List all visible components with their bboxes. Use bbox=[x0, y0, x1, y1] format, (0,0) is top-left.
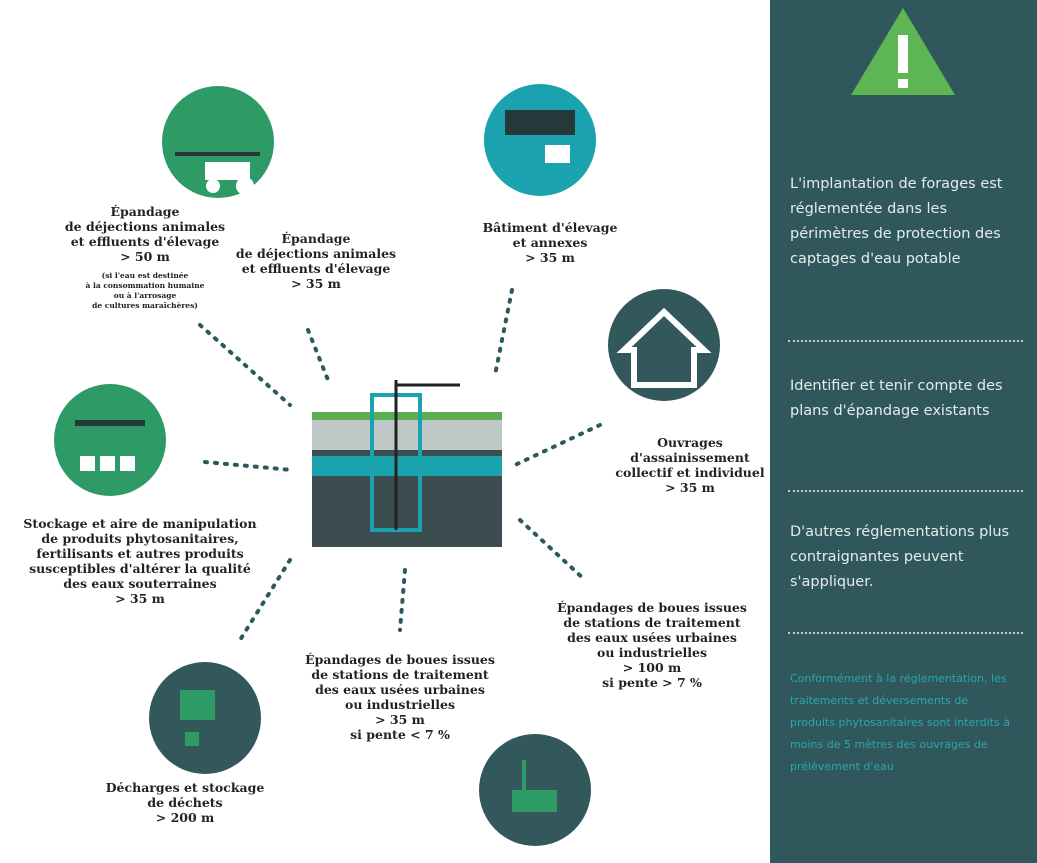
separator bbox=[788, 490, 1023, 492]
node-label: > 35 m bbox=[375, 712, 425, 727]
node-label: > 50 m bbox=[120, 249, 170, 264]
node-label: des eaux usées urbaines bbox=[315, 682, 485, 697]
node-label: Épandage bbox=[111, 204, 180, 219]
panel-note: Conformément à la réglementation, les tr… bbox=[790, 668, 1015, 778]
node-label: > 35 m bbox=[525, 250, 575, 265]
node-label: > 35 m bbox=[291, 276, 341, 291]
separator bbox=[788, 340, 1023, 342]
node-label: > 35 m bbox=[115, 591, 165, 606]
node-label: de déjections animales bbox=[236, 246, 396, 261]
node-label: de stations de traitement bbox=[563, 615, 741, 630]
node-label: si pente < 7 % bbox=[350, 727, 450, 742]
node-note: à la consommation humaine bbox=[86, 281, 205, 290]
node-label: fertilisants et autres produits bbox=[36, 546, 243, 561]
node-label: et effluents d'élevage bbox=[71, 234, 220, 249]
node-label: Stockage et aire de manipulation bbox=[23, 516, 256, 531]
node-label: et annexes bbox=[513, 235, 588, 250]
node-label: Épandages de boues issues bbox=[305, 652, 495, 667]
node-label: > 200 m bbox=[156, 810, 215, 825]
node-label: collectif et individuel bbox=[615, 465, 764, 480]
page: Épandagede déjections animaleset effluen… bbox=[0, 0, 1037, 863]
node-label: ou industrielles bbox=[345, 697, 455, 712]
node-label: Épandages de boues issues bbox=[557, 600, 747, 615]
node-label: Bâtiment d'élevage bbox=[483, 220, 618, 235]
warning-icon bbox=[770, 0, 1037, 110]
side-panel: L'implantation de forages est réglementé… bbox=[770, 0, 1037, 863]
node-label: de déchets bbox=[147, 795, 222, 810]
node-label: Décharges et stockage bbox=[106, 780, 265, 795]
node-label: > 100 m bbox=[623, 660, 682, 675]
node-label: de déjections animales bbox=[65, 219, 225, 234]
node-label: de produits phytosanitaires, bbox=[41, 531, 238, 546]
node-note: (si l'eau est destinée bbox=[102, 271, 189, 280]
node-label: susceptibles d'altérer la qualité bbox=[29, 561, 251, 576]
node-label: Épandage bbox=[282, 231, 351, 246]
node-label: ou industrielles bbox=[597, 645, 707, 660]
panel-note: D'autres réglementations plus contraigna… bbox=[790, 520, 1015, 595]
panel-note: Identifier et tenir compte des plans d'é… bbox=[790, 374, 1015, 424]
separator bbox=[788, 632, 1023, 634]
node-label: d'assainissement bbox=[630, 450, 750, 465]
node-label: Ouvrages bbox=[657, 435, 723, 450]
node-label: des eaux souterraines bbox=[63, 576, 216, 591]
node-label: de stations de traitement bbox=[311, 667, 489, 682]
node-label: si pente > 7 % bbox=[602, 675, 702, 690]
node-note: ou à l'arrosage bbox=[114, 291, 177, 300]
node-label: > 35 m bbox=[665, 480, 715, 495]
panel-note: L'implantation de forages est réglementé… bbox=[790, 172, 1015, 272]
node-label: des eaux usées urbaines bbox=[567, 630, 737, 645]
node-note: de cultures maraîchères) bbox=[92, 301, 198, 310]
node-label: et effluents d'élevage bbox=[242, 261, 391, 276]
